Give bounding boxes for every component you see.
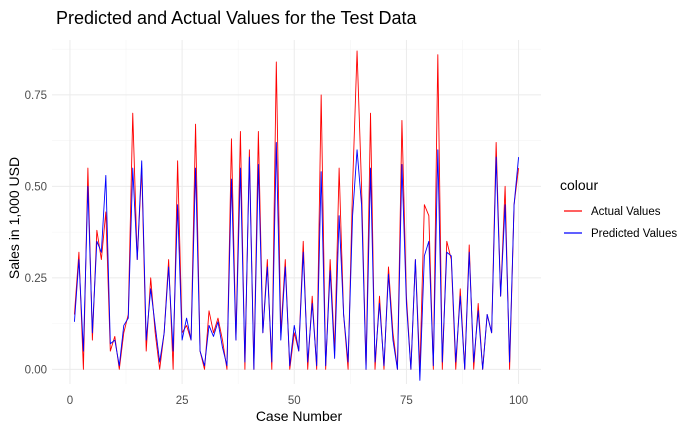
gridlines [52, 40, 541, 384]
series-line-predicted [73, 142, 520, 381]
x-tick-label: 75 [400, 395, 413, 407]
legend-label-predicted: Predicted Values [591, 228, 677, 240]
x-tick-label: 50 [288, 395, 301, 407]
legend: colour Actual Values Predicted Values [560, 177, 677, 240]
legend-title: colour [560, 177, 598, 193]
series-line-actual [73, 50, 520, 370]
legend-label-actual: Actual Values [591, 206, 661, 218]
x-tick-label: 0 [67, 395, 73, 407]
x-tick-labels: 0 25 50 75 100 [67, 395, 528, 407]
series-lines [73, 50, 520, 381]
y-tick-label: 0.50 [25, 181, 47, 193]
y-tick-labels: 0.00 0.25 0.50 0.75 [25, 90, 47, 376]
chart-title: Predicted and Actual Values for the Test… [56, 8, 418, 28]
y-tick-label: 0.75 [25, 90, 47, 102]
y-tick-label: 0.00 [25, 364, 47, 376]
x-tick-label: 25 [176, 395, 189, 407]
y-axis-title: Sales in 1,000 USD [6, 157, 22, 279]
x-tick-label: 100 [509, 395, 528, 407]
y-tick-label: 0.25 [25, 273, 47, 285]
x-axis-title: Case Number [256, 408, 343, 424]
